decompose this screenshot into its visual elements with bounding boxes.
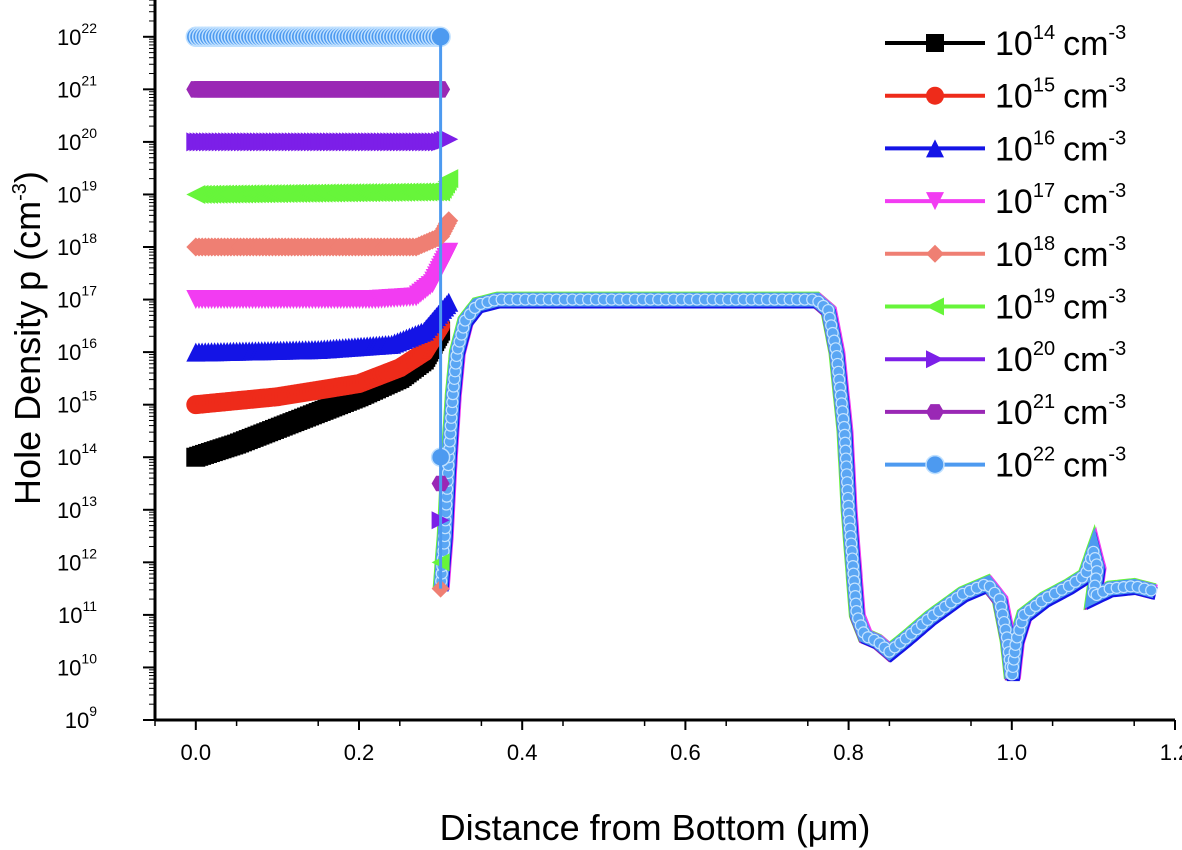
- y-tick-label: 1010: [57, 650, 97, 680]
- data-point: [439, 211, 459, 231]
- legend[interactable]: 1014 cm-3 1015 cm-3 1016 cm-3 1017 cm-3 1018 cm-3…: [885, 22, 1126, 485]
- legend-entry-14[interactable]: 1014 cm-3: [885, 22, 1126, 63]
- data-point: [439, 169, 459, 189]
- series-18: [186, 211, 459, 257]
- x-tick-label: 0.8: [833, 740, 864, 765]
- legend-marker: [926, 192, 944, 211]
- y-tick-label: 1013: [57, 493, 97, 523]
- y-tick-label: 1019: [57, 177, 97, 207]
- legend-label: 1022 cm-3: [995, 444, 1126, 485]
- y-tick-label: 1011: [58, 598, 97, 628]
- legend-label: 1015 cm-3: [995, 75, 1126, 116]
- y-tick-label: 1012: [57, 545, 97, 575]
- series-17: [186, 242, 459, 310]
- legend-entry-15[interactable]: 1015 cm-3: [885, 75, 1126, 116]
- legend-label: 1014 cm-3: [995, 22, 1126, 63]
- legend-marker: [926, 404, 944, 420]
- y-tick-label: 1018: [57, 230, 97, 260]
- x-tick-label: 0.6: [670, 740, 701, 765]
- legend-marker: [926, 350, 944, 369]
- y-axis-title-exp: -3: [9, 183, 31, 201]
- legend-marker: [926, 86, 944, 105]
- data-point: [439, 292, 459, 312]
- y-tick-label: 1020: [57, 125, 97, 155]
- x-axis-title: Distance from Bottom (μm): [440, 807, 871, 848]
- y-tick-label: 1021: [57, 72, 97, 102]
- legend-marker: [926, 139, 944, 158]
- tick-labels: 0.0 0.2 0.4 0.6 0.8 1.0 1.2 109 1010 1011 1012 1013…: [57, 20, 1182, 765]
- x-tick-label: 0.0: [181, 740, 212, 765]
- legend-entry-16[interactable]: 1016 cm-3: [885, 127, 1126, 168]
- axes: [143, 0, 1176, 730]
- y-tick-label: 1014: [57, 440, 97, 470]
- legend-label: 1021 cm-3: [995, 391, 1126, 432]
- legend-label: 1018 cm-3: [995, 233, 1126, 274]
- legend-entry-18[interactable]: 1018 cm-3: [885, 233, 1126, 274]
- x-tick-label: 1.0: [997, 740, 1028, 765]
- legend-label: 1017 cm-3: [995, 180, 1126, 221]
- series-21: [186, 81, 451, 98]
- legend-entry-22[interactable]: 1022 cm-3: [885, 444, 1126, 485]
- legend-marker: [926, 244, 944, 263]
- data-point: [439, 242, 459, 262]
- tail-marker: [1145, 584, 1158, 597]
- y-tick-label: 109: [65, 703, 97, 733]
- legend-label: 1020 cm-3: [995, 338, 1126, 379]
- y-tick-label: 1016: [57, 335, 97, 365]
- series-22: [185, 26, 451, 48]
- series-15: [186, 316, 451, 415]
- svg-text:Hole Density p (cm-3): Hole Density p (cm-3): [7, 171, 48, 505]
- legend-entry-19[interactable]: 1019 cm-3: [885, 286, 1126, 327]
- series-20: [186, 129, 459, 152]
- shared-tail-curves: [430, 291, 1158, 682]
- x-tick-label: 0.4: [507, 740, 538, 765]
- y-tick-label: 1022: [57, 20, 97, 50]
- legend-entry-20[interactable]: 1020 cm-3: [885, 338, 1126, 379]
- y-axis-title-close: ): [7, 171, 48, 183]
- legend-marker: [926, 297, 944, 316]
- x-tick-label: 0.2: [344, 740, 375, 765]
- y-tick-label: 1017: [57, 283, 97, 313]
- legend-entry-17[interactable]: 1017 cm-3: [885, 180, 1126, 221]
- y-tick-label: 1015: [57, 388, 97, 418]
- legend-marker: [925, 454, 945, 475]
- data-point: [439, 129, 459, 149]
- series-group: [185, 26, 459, 589]
- y-axis-title: Hole Density p (cm-3): [7, 171, 48, 505]
- legend-marker: [926, 34, 944, 52]
- y-axis-title-main: Hole Density p (cm: [7, 201, 48, 505]
- legend-entry-21[interactable]: 1021 cm-3: [885, 391, 1126, 432]
- legend-label: 1016 cm-3: [995, 127, 1126, 168]
- x-tick-label: 1.2: [1160, 740, 1182, 765]
- series-19: [186, 169, 459, 204]
- legend-label: 1019 cm-3: [995, 286, 1126, 327]
